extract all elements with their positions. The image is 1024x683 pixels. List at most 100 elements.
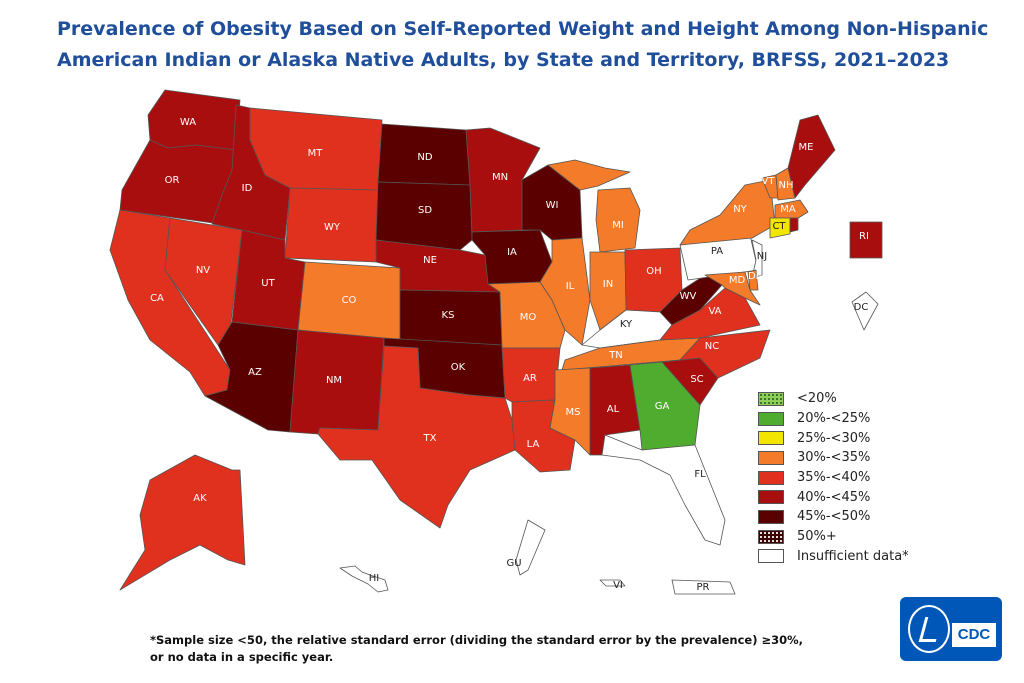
state-RI-small[interactable] — [789, 217, 799, 233]
legend-swatch — [758, 509, 784, 524]
state-FL[interactable] — [601, 434, 726, 546]
title-line-2: American Indian or Alaska Native Adults,… — [57, 49, 950, 71]
state-label-UT: UT — [261, 278, 275, 289]
state-label-OR: OR — [165, 175, 180, 186]
legend-item: 20%-<25% — [758, 409, 909, 429]
state-label-VA: VA — [708, 306, 721, 317]
state-MD[interactable] — [704, 271, 761, 306]
state-DC[interactable] — [851, 291, 879, 331]
state-label-WI: WI — [546, 200, 559, 211]
legend-label: 40%-<45% — [797, 489, 871, 505]
state-label-TX: TX — [423, 433, 437, 444]
state-label-SC: SC — [690, 374, 703, 385]
state-GU[interactable] — [515, 519, 546, 576]
state-RI[interactable] — [849, 221, 883, 259]
legend-swatch — [758, 431, 784, 446]
state-SD[interactable] — [375, 181, 473, 251]
state-label-KS: KS — [442, 310, 455, 321]
state-label-CT: CT — [772, 221, 786, 232]
state-label-GU: GU — [506, 558, 521, 569]
legend-label: 30%-<35% — [797, 450, 871, 466]
legend-label: 45%-<50% — [797, 509, 871, 525]
footnote: *Sample size <50, the relative standard … — [150, 632, 803, 666]
legend-swatch — [758, 529, 784, 544]
state-IL[interactable] — [539, 237, 591, 346]
state-label-NH: NH — [779, 180, 794, 191]
cdc-logo-text: CDC — [952, 623, 996, 647]
legend-item: 50%+ — [758, 527, 909, 547]
state-label-AZ: AZ — [248, 367, 262, 378]
state-label-AK: AK — [193, 493, 207, 504]
state-label-MO: MO — [520, 312, 537, 323]
legend-swatch — [758, 470, 784, 485]
state-label-HI: HI — [369, 573, 379, 584]
state-label-ND: ND — [417, 152, 432, 163]
state-CT[interactable] — [769, 217, 791, 239]
state-label-OH: OH — [646, 266, 661, 277]
legend-label: Insufficient data* — [797, 548, 909, 564]
state-label-PA: PA — [711, 246, 723, 257]
legend-item: 40%-<45% — [758, 487, 909, 507]
legend-item: 30%-<35% — [758, 448, 909, 468]
state-HI[interactable] — [339, 565, 389, 593]
state-label-WV: WV — [680, 291, 697, 302]
state-label-ID: ID — [242, 183, 253, 194]
state-label-IL: IL — [566, 281, 575, 292]
state-label-CO: CO — [342, 295, 357, 306]
legend-label: 20%-<25% — [797, 411, 871, 427]
state-label-VI: VI — [613, 580, 623, 591]
map-title: Prevalence of Obesity Based on Self-Repo… — [57, 14, 1007, 76]
state-label-TN: TN — [608, 350, 623, 361]
footnote-line-2: or no data in a specific year. — [150, 650, 334, 664]
state-NY[interactable] — [679, 179, 776, 246]
state-label-OK: OK — [451, 362, 466, 373]
legend-item: 35%-<40% — [758, 468, 909, 488]
state-label-WA: WA — [180, 117, 196, 128]
state-label-KY: KY — [620, 319, 633, 330]
state-label-VT: VT — [762, 176, 776, 187]
state-DE[interactable] — [747, 269, 759, 291]
state-label-WY: WY — [324, 222, 341, 233]
legend-item: <20% — [758, 389, 909, 409]
state-label-SD: SD — [418, 205, 432, 216]
state-label-NE: NE — [423, 255, 437, 266]
state-MI[interactable] — [595, 187, 641, 253]
title-line-1: Prevalence of Obesity Based on Self-Repo… — [57, 18, 989, 40]
footnote-line-1: *Sample size <50, the relative standard … — [150, 633, 803, 647]
state-label-MN: MN — [492, 172, 508, 183]
legend-swatch — [758, 450, 784, 465]
state-TX[interactable] — [317, 345, 516, 529]
state-VI[interactable] — [599, 579, 626, 587]
legend-swatch — [758, 549, 784, 564]
legend-item: 45%-<50% — [758, 507, 909, 527]
legend-label: 35%-<40% — [797, 470, 871, 486]
state-label-NV: NV — [196, 265, 210, 276]
hhs-eagle-icon — [908, 605, 950, 653]
state-label-AR: AR — [523, 373, 537, 384]
state-label-MD: MD — [729, 275, 746, 286]
state-label-IA: IA — [507, 247, 517, 258]
state-label-ME: ME — [799, 142, 814, 153]
state-label-AL: AL — [607, 404, 620, 415]
state-label-RI: RI — [859, 231, 869, 242]
state-label-MT: MT — [308, 148, 324, 159]
state-PR[interactable] — [671, 579, 736, 595]
state-label-NJ: NJ — [757, 251, 767, 262]
state-MA[interactable] — [774, 199, 809, 221]
state-label-NC: NC — [705, 341, 719, 352]
state-AK[interactable] — [119, 454, 246, 591]
legend-label: 25%-<30% — [797, 430, 871, 446]
state-MI-upper[interactable] — [547, 159, 631, 191]
state-label-MA: MA — [780, 204, 796, 215]
state-label-MI: MI — [612, 220, 624, 231]
state-label-MS: MS — [566, 407, 581, 418]
state-VA[interactable] — [659, 287, 761, 341]
state-ME[interactable] — [787, 114, 836, 199]
state-NC[interactable] — [661, 329, 771, 379]
state-label-NY: NY — [733, 204, 747, 215]
state-label-CA: CA — [150, 293, 164, 304]
state-label-PR: PR — [697, 582, 710, 593]
legend-label: <20% — [797, 391, 837, 407]
legend: <20% 20%-<25% 25%-<30% 30%-<35% 35%-<40% 40%-… — [758, 389, 909, 566]
